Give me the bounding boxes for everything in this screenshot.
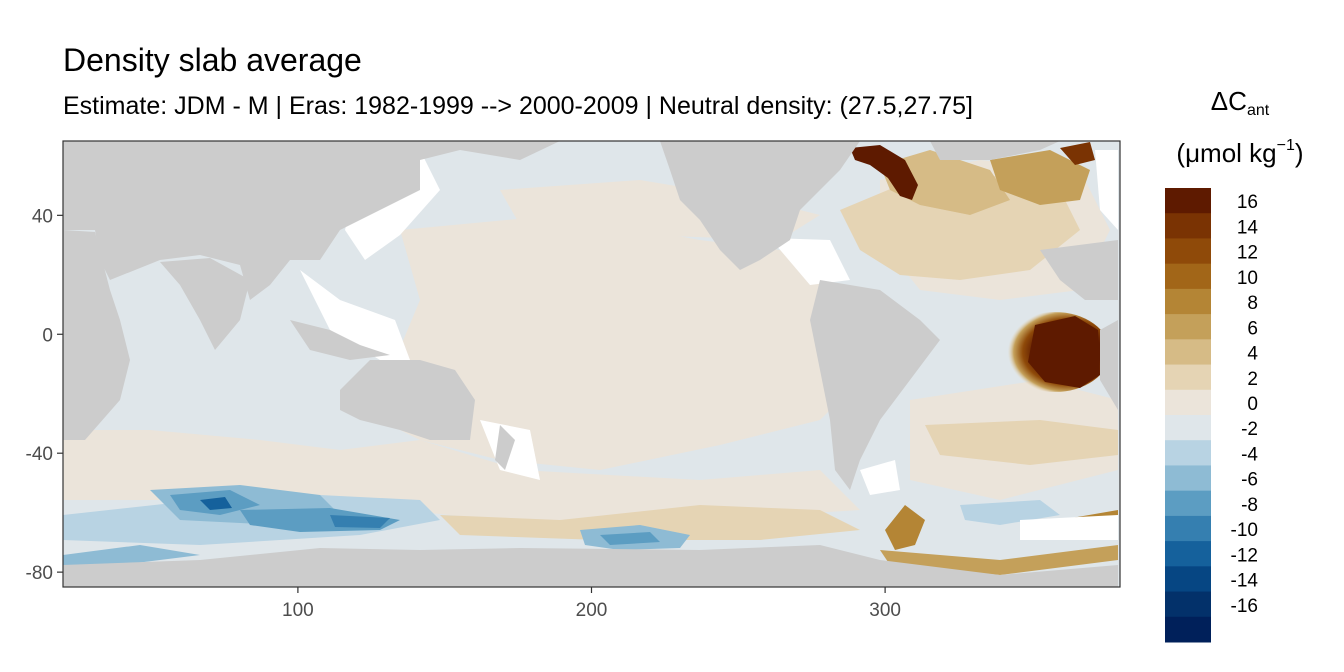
legend-label: -8 — [1241, 495, 1258, 516]
legend-swatch — [1165, 364, 1211, 391]
legend-swatch — [1165, 591, 1211, 618]
legend-label: 10 — [1237, 268, 1258, 289]
legend-swatch — [1165, 314, 1211, 340]
legend-label: 8 — [1247, 293, 1258, 314]
legend-label: 4 — [1247, 344, 1258, 365]
legend-label: 12 — [1237, 243, 1258, 264]
legend-swatch — [1165, 288, 1211, 315]
land — [63, 141, 1118, 587]
legend-swatch — [1165, 541, 1211, 567]
legend-unit-sup: −1 — [1276, 137, 1295, 154]
positive-extreme-region — [850, 142, 1110, 392]
map-panel — [63, 141, 1120, 587]
legend-swatch — [1165, 339, 1211, 366]
legend-label: 14 — [1237, 217, 1259, 238]
legend-colorbar: 16 14 12 10 8 6 4 2 0 -2 -4 -6 -8 -10 -12 -14 -16 — [1165, 188, 1258, 643]
legend-swatch — [1165, 440, 1211, 466]
x-tick-label: 300 — [869, 600, 901, 621]
legend-swatch — [1165, 213, 1211, 239]
legend-swatch — [1165, 415, 1211, 441]
y-tick-label: 0 — [42, 325, 53, 346]
x-tick-label: 200 — [576, 600, 608, 621]
x-tick-label: 100 — [282, 600, 314, 621]
legend-label: 0 — [1247, 394, 1258, 415]
y-tick-label: -80 — [26, 563, 53, 584]
legend-label: -6 — [1241, 470, 1258, 491]
chart-subtitle: Estimate: JDM - M | Eras: 1982-1999 --> … — [63, 92, 973, 120]
legend-unit: (μmol kg−1) — [1160, 137, 1320, 169]
y-tick-label: 40 — [32, 206, 53, 227]
legend-swatch — [1165, 490, 1211, 517]
legend-swatch — [1165, 389, 1211, 416]
legend-label: 6 — [1247, 318, 1258, 339]
legend-label: -2 — [1241, 419, 1258, 440]
legend-label: -16 — [1231, 596, 1258, 617]
legend-swatch — [1165, 238, 1211, 265]
legend-title-sub: ant — [1246, 102, 1270, 119]
legend-label: -10 — [1231, 520, 1258, 541]
legend-swatch — [1165, 515, 1211, 542]
y-tick-label: -40 — [26, 444, 53, 465]
legend-swatch — [1165, 465, 1211, 492]
legend-swatch — [1165, 188, 1211, 214]
legend-label: -14 — [1231, 571, 1259, 592]
legend-unit-close: ) — [1294, 138, 1304, 168]
legend-label: -12 — [1231, 545, 1258, 566]
legend-title: ΔCant — [1160, 86, 1320, 120]
legend-label: 16 — [1237, 192, 1258, 213]
legend-label: 2 — [1247, 369, 1258, 390]
legend-swatch — [1165, 566, 1211, 593]
legend-swatch — [1165, 616, 1211, 643]
positive-moderate-region — [440, 175, 1118, 540]
legend-label: -4 — [1241, 444, 1258, 465]
chart-title: Density slab average — [63, 42, 362, 78]
negative-region — [63, 485, 1060, 565]
legend-unit-open: (μmol kg — [1176, 138, 1277, 168]
legend-title-main: ΔC — [1210, 86, 1247, 116]
legend-swatch — [1165, 263, 1211, 290]
